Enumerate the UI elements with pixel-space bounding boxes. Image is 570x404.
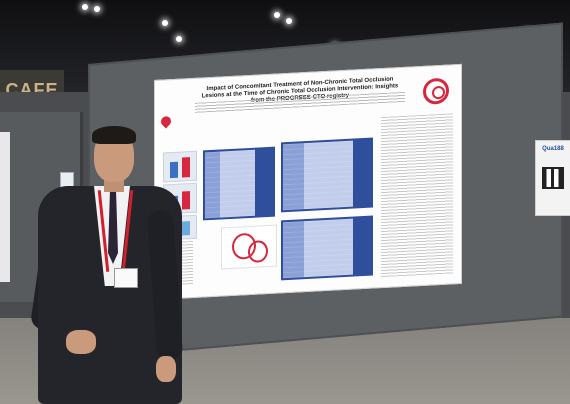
research-poster: Impact of Concomitant Treatment of Non-C… xyxy=(154,63,462,301)
presenter xyxy=(29,120,190,404)
ceiling-light xyxy=(176,36,182,42)
qr-code-icon xyxy=(542,167,564,189)
ceiling-light xyxy=(286,18,292,24)
qr-card-label: Qua188 xyxy=(542,146,564,152)
table-grid xyxy=(283,140,353,211)
presenter-hand xyxy=(66,330,96,354)
ceiling-light xyxy=(162,20,168,26)
table-grid xyxy=(283,218,353,279)
poster-table-2 xyxy=(281,137,373,213)
presenter-tie xyxy=(108,190,118,264)
ceiling-light xyxy=(274,12,280,18)
table-grid xyxy=(205,149,255,219)
presenter-hand xyxy=(156,356,176,382)
poster-table-1 xyxy=(203,146,275,221)
institution-logo-icon xyxy=(423,77,449,105)
poster-table-3 xyxy=(281,215,373,281)
poster-text-right xyxy=(381,113,453,278)
ceiling-light xyxy=(82,4,88,10)
neighbor-poster-edge xyxy=(0,132,10,282)
qr-code-card: Qua188 xyxy=(535,140,570,216)
presenter-hair xyxy=(92,126,136,144)
ceiling-light xyxy=(94,6,100,12)
name-badge xyxy=(114,268,138,288)
vessel-shape xyxy=(248,240,268,264)
coronary-diagram xyxy=(221,224,277,270)
